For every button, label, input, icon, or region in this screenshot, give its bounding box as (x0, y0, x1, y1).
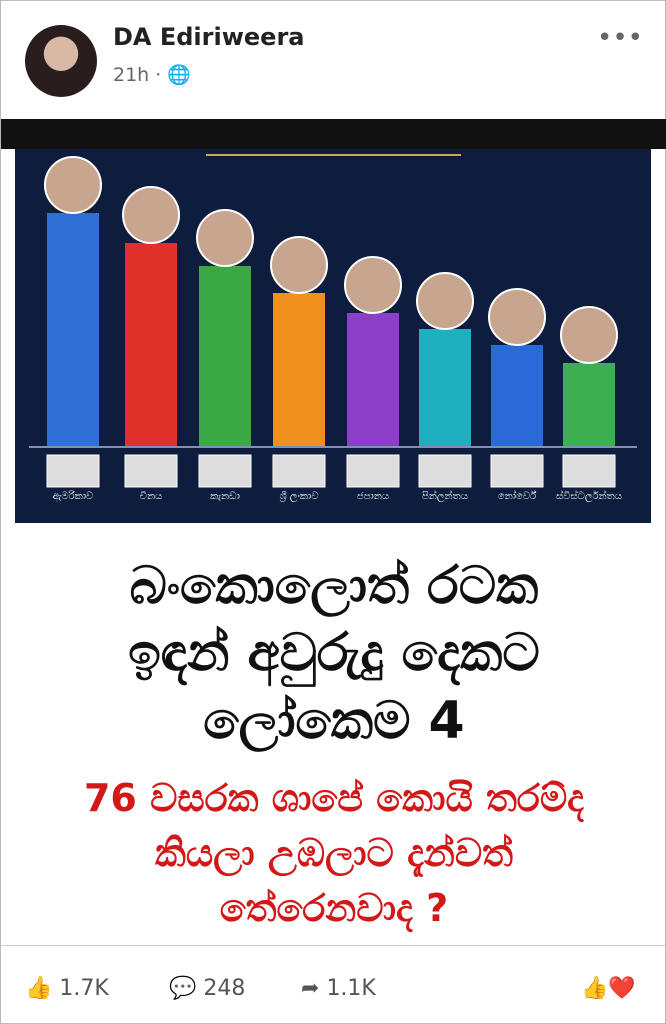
bar (563, 363, 615, 446)
time-text: 21h (113, 64, 150, 86)
portrait (270, 236, 328, 294)
chart-background (15, 149, 651, 523)
flag (490, 454, 544, 488)
headline-line: බංකොලොත් රටක (129, 556, 539, 616)
bar (491, 345, 543, 446)
bar (47, 213, 99, 446)
portrait (344, 256, 402, 314)
bar (347, 313, 399, 446)
portrait (44, 156, 102, 214)
flag (418, 454, 472, 488)
country-label: ඇමරිකාව (53, 490, 94, 502)
country-label: ජපානය (357, 491, 389, 502)
share-button[interactable]: ➦ 1.1K (301, 976, 376, 1001)
country-label: ස්විස්ටර්ලන්තය (556, 489, 622, 502)
country-label: ශ්‍රී ලංකාව (279, 491, 318, 502)
post-time[interactable]: 21h · 🌐 (113, 64, 191, 86)
portrait (416, 272, 474, 330)
reactions[interactable]: 👍❤️ (581, 976, 636, 1001)
flag (562, 454, 616, 488)
caption-line: 76 වසරක ශාපේ කොයි තරම්ද (83, 776, 585, 820)
bar (199, 266, 251, 446)
menu-button[interactable]: ••• (596, 23, 643, 53)
portrait (122, 186, 180, 244)
author-name[interactable]: DA Ediriweera (113, 23, 305, 51)
bar (125, 243, 177, 446)
country-label: නෝර්වේ (498, 489, 536, 502)
country-label: පින්ලන්තය (422, 489, 468, 502)
image-bar (1, 119, 666, 149)
portrait (488, 288, 546, 346)
flag (46, 454, 100, 488)
flag (124, 454, 178, 488)
post-image: ඇමරිකාව චීනය කැනඩා ශ්‍රී ලංකාව ජපානය පින්ලන්ත… (1, 119, 666, 523)
country-label: චීනය (140, 491, 163, 502)
bar (273, 293, 325, 446)
flag (272, 454, 326, 488)
bar (419, 329, 471, 446)
flag (198, 454, 252, 488)
like-button[interactable]: 👍 1.7K (25, 976, 109, 1001)
share-count: 1.1K (326, 976, 376, 1001)
caption-line: තේරෙනවාද ? (219, 886, 449, 930)
like-count: 1.7K (59, 976, 109, 1001)
comment-count: 248 (203, 976, 246, 1001)
comment-button[interactable]: 💬 248 (169, 976, 246, 1001)
country-label: කැනඩා (210, 491, 240, 502)
portrait (560, 306, 618, 364)
divider (1, 945, 665, 946)
headline-line: ලෝකෙම 4 (203, 691, 465, 751)
flag (346, 454, 400, 488)
avatar[interactable] (25, 25, 97, 97)
portrait (196, 209, 254, 267)
headline-line: ඉඳන් අවුරුදු දෙකට (128, 623, 540, 683)
caption-line: කියලා උඹලාට දැන්වත් (154, 831, 513, 875)
